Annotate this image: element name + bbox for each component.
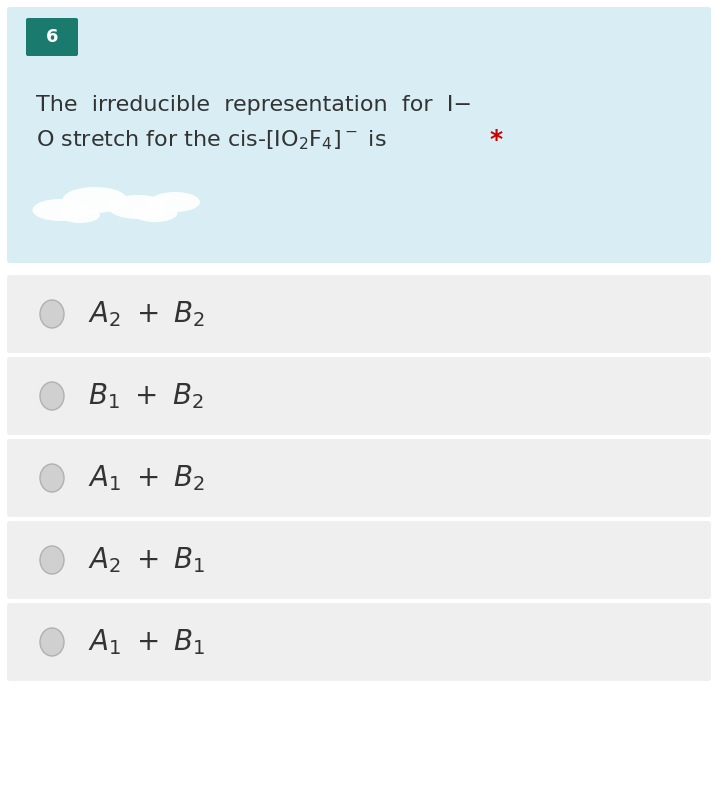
Text: O stretch for the cis-[IO$_2$F$_4$]$^-$ is: O stretch for the cis-[IO$_2$F$_4$]$^-$ … [36,128,388,152]
Text: *: * [490,128,503,152]
FancyBboxPatch shape [7,275,711,353]
FancyBboxPatch shape [7,521,711,599]
Ellipse shape [40,382,64,410]
Text: $\mathit{A}_2\ +\ \mathit{B}_2$: $\mathit{A}_2\ +\ \mathit{B}_2$ [88,299,205,329]
Text: $\mathit{B}_1\ +\ \mathit{B}_2$: $\mathit{B}_1\ +\ \mathit{B}_2$ [88,381,204,411]
Ellipse shape [40,546,64,574]
Ellipse shape [150,192,200,212]
Ellipse shape [32,199,88,221]
Ellipse shape [62,187,128,213]
FancyBboxPatch shape [7,7,711,263]
FancyBboxPatch shape [7,603,711,681]
Text: $\mathit{A}_2\ +\ \mathit{B}_1$: $\mathit{A}_2\ +\ \mathit{B}_1$ [88,545,205,575]
FancyBboxPatch shape [26,18,78,56]
Text: $\mathit{A}_1\ +\ \mathit{B}_1$: $\mathit{A}_1\ +\ \mathit{B}_1$ [88,627,205,657]
Ellipse shape [40,300,64,328]
Ellipse shape [133,204,177,222]
Ellipse shape [108,195,168,219]
FancyBboxPatch shape [7,357,711,435]
Text: 6: 6 [46,28,58,46]
Ellipse shape [40,628,64,656]
Ellipse shape [40,464,64,492]
Ellipse shape [60,207,100,223]
Text: $\mathit{A}_1\ +\ \mathit{B}_2$: $\mathit{A}_1\ +\ \mathit{B}_2$ [88,463,205,493]
FancyBboxPatch shape [7,439,711,517]
Text: The  irreducible  representation  for  I−: The irreducible representation for I− [36,95,472,115]
